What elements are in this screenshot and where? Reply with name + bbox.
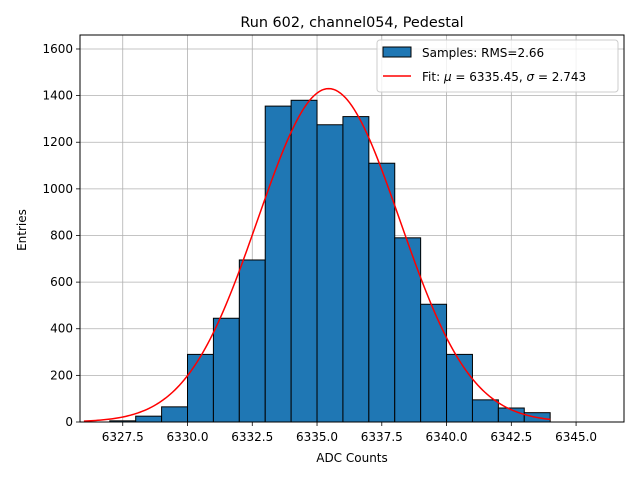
x-tick-label: 6337.5 — [361, 430, 403, 444]
y-axis-ticks: 0 200 400 600 800 1000 1200 1400 1600 — [42, 42, 80, 429]
histogram-bar — [342, 116, 370, 423]
histogram-bar — [238, 259, 266, 423]
y-tick-label: 200 — [50, 368, 73, 382]
x-axis-ticks: 6327.5 6330.0 6332.5 6335.0 6337.5 6340.0 6342… — [102, 422, 597, 444]
histogram-bar — [420, 303, 448, 423]
fit-sigma-symbol: σ — [527, 70, 535, 84]
fit-prefix: Fit: — [422, 70, 444, 84]
y-tick-label: 1600 — [42, 42, 73, 56]
legend-label-fit: Fit: μ = 6335.45, σ = 2.743 — [422, 70, 586, 84]
y-tick-label: 1000 — [42, 182, 73, 196]
y-tick-label: 800 — [50, 228, 73, 242]
x-tick-label: 6340.0 — [426, 430, 468, 444]
fit-sigma-text: = 2.743 — [534, 70, 586, 84]
fit-mu-text: = 6335.45, — [452, 70, 527, 84]
x-tick-label: 6345.0 — [555, 430, 597, 444]
chart-title: Run 602, channel054, Pedestal — [240, 15, 463, 31]
histogram-bars — [109, 99, 551, 423]
x-tick-label: 6330.0 — [167, 430, 209, 444]
histogram-bar — [135, 415, 163, 423]
fit-curve — [83, 87, 551, 422]
histogram-bar — [368, 162, 396, 423]
y-tick-label: 600 — [50, 275, 73, 289]
legend: Samples: RMS=2.66 Fit: μ = 6335.45, σ = … — [376, 39, 619, 93]
histogram-bar — [290, 99, 318, 423]
histogram-bar — [394, 237, 422, 423]
axes-frame — [79, 34, 625, 423]
x-axis-label: ADC Counts — [316, 451, 388, 465]
x-tick-label: 6327.5 — [102, 430, 144, 444]
legend-box — [376, 39, 619, 93]
y-tick-label: 1200 — [42, 135, 73, 149]
x-tick-label: 6335.0 — [296, 430, 338, 444]
fit-curve-group — [83, 87, 551, 422]
legend-label-samples: Samples: RMS=2.66 — [422, 46, 544, 60]
y-tick-label: 1400 — [42, 89, 73, 103]
fit-mu-symbol: μ — [443, 70, 452, 84]
y-tick-label: 0 — [65, 415, 73, 429]
histogram-bar — [161, 406, 189, 423]
histogram-bar — [212, 317, 240, 423]
y-tick-label: 400 — [50, 322, 73, 336]
histogram-bar — [316, 124, 344, 423]
histogram-bar — [264, 105, 292, 423]
legend-patch-samples — [382, 46, 412, 58]
histogram-bar — [446, 353, 473, 423]
histogram-bar — [187, 353, 214, 423]
x-tick-label: 6342.5 — [490, 430, 532, 444]
x-tick-label: 6332.5 — [231, 430, 273, 444]
y-axis-label: Entries — [15, 209, 29, 251]
histogram-bar — [471, 399, 499, 423]
